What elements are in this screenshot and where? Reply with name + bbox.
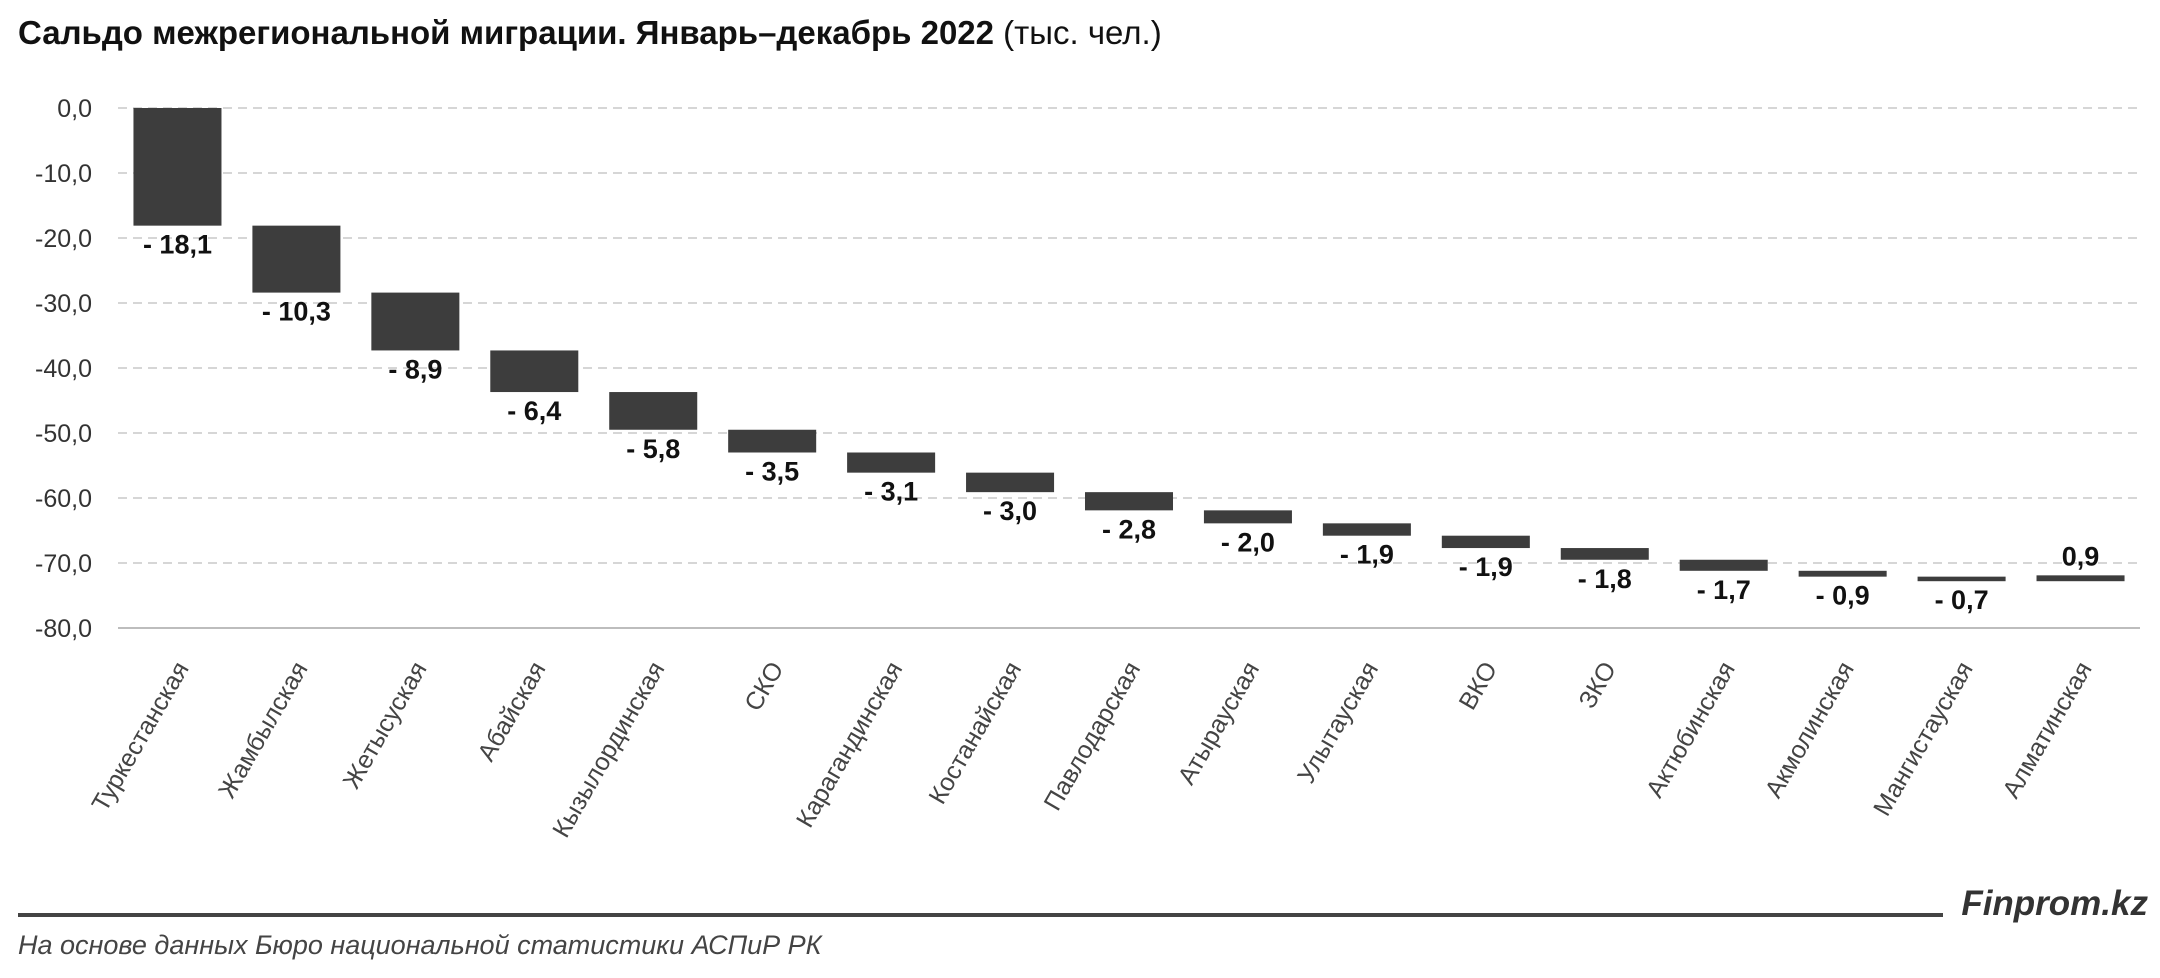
x-tick-label: Павлодарская [1039,657,1147,815]
waterfall-bar [1322,523,1411,536]
waterfall-bar [609,392,698,430]
waterfall-bar [847,452,936,473]
data-label: - 1,9 [1340,540,1394,570]
waterfall-bar [490,350,579,393]
source-note: На основе данных Бюро национальной стати… [18,930,822,960]
x-tick-label: Жамбылская [213,657,313,803]
chart-title-unit: (тыс. чел.) [1003,14,1162,51]
data-label: - 8,9 [388,354,442,384]
x-tick-label: ЗКО [1573,657,1622,713]
data-label: - 1,9 [1459,552,1513,582]
waterfall-bar [371,292,460,351]
waterfall-chart: 0,0 -10,0 -20,0 -30,0 -40,0 -50,0 -60,0 -70,0 -8… [35,95,2140,842]
x-tick-label: Абайская [472,657,551,766]
y-tick-label: -10,0 [35,160,92,188]
waterfall-bar [2036,575,2125,582]
y-tick-label: -50,0 [35,420,92,448]
data-label: - 0,7 [1935,585,1989,615]
waterfall-bar [252,225,341,293]
y-tick-label: -70,0 [35,550,92,578]
data-label: - 3,1 [864,477,918,507]
waterfall-bar [133,108,222,226]
data-label: - 2,0 [1221,527,1275,557]
data-label: 0,9 [2062,541,2100,571]
footer-rule [18,913,1943,917]
x-tick-label: Карагандинская [791,657,908,832]
x-tick-label: СКО [739,657,789,716]
x-tick-label: Туркестанская [86,657,194,816]
y-tick-label: -20,0 [35,225,92,253]
waterfall-bar [1798,570,1887,577]
x-tick-label: Акмолинская [1760,657,1860,803]
data-label: - 18,1 [143,230,212,260]
waterfall-bar [1679,559,1768,571]
chart-title-main: Сальдо межрегиональной миграции. Январь–… [18,14,994,51]
x-tick-label: Мангистауская [1868,657,1979,821]
x-tick-label: Улытауская [1292,657,1384,788]
x-tick-label: Костанайская [923,657,1027,809]
data-label: - 6,4 [507,396,561,426]
data-label: - 5,8 [626,434,680,464]
y-tick-label: -40,0 [35,355,92,383]
data-label: - 2,8 [1102,514,1156,544]
data-label: - 1,7 [1697,575,1751,605]
waterfall-bar [966,472,1055,493]
y-tick-label: -80,0 [35,615,92,643]
x-tick-label: Атырауская [1173,657,1266,789]
x-tick-label: Алматинская [1997,657,2097,803]
waterfall-bar [1560,548,1649,560]
waterfall-bar [1917,576,2006,582]
waterfall-bar [1441,535,1530,549]
x-tick-label: Кызылординская [547,657,670,842]
y-tick-label: -60,0 [35,485,92,513]
chart-title: Сальдо межрегиональной миграции. Январь–… [18,14,1162,52]
waterfall-bar [728,429,817,453]
data-label: - 3,5 [745,457,799,487]
x-tick-label: Жетысуская [338,657,433,793]
waterfall-bar [1203,510,1292,524]
data-label: - 10,3 [262,297,331,327]
data-label: - 3,0 [983,496,1037,526]
y-tick-label: -30,0 [35,290,92,318]
data-label: - 0,9 [1816,581,1870,611]
data-label: - 1,8 [1578,564,1632,594]
y-tick-label: 0,0 [57,95,92,123]
x-tick-label: ВКО [1454,657,1503,715]
x-tick-label: Актюбинская [1641,657,1741,802]
brand-logo-text: Finprom.kz [1961,884,2148,923]
waterfall-bar [1084,492,1174,511]
